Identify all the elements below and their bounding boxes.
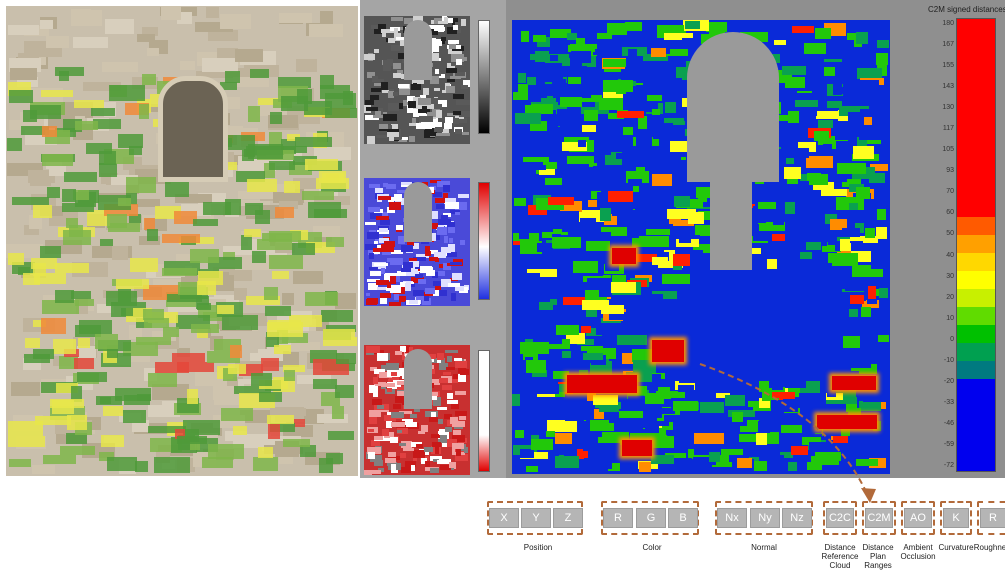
colorbar bbox=[956, 18, 996, 472]
grayscale-map bbox=[364, 16, 470, 144]
feature-r: R bbox=[980, 508, 1005, 528]
feature-b: B bbox=[668, 508, 698, 528]
feature-group-normal bbox=[715, 501, 813, 535]
small-maps-column bbox=[360, 0, 506, 478]
blue-red-colorbar bbox=[478, 182, 490, 300]
colorbar-tick-label: 30 bbox=[946, 272, 954, 280]
feature-group-label: Curvature bbox=[938, 543, 974, 552]
blue-red-map bbox=[364, 178, 470, 306]
colorbar-tick-label: -59 bbox=[943, 440, 954, 448]
c2m-distance-map bbox=[506, 0, 1005, 478]
colorbar-tick-label: 10 bbox=[946, 314, 954, 322]
colorbar-tick-label: -20 bbox=[943, 377, 954, 385]
feature-group-label: Normal bbox=[751, 543, 777, 552]
colorbar-tick-label: -46 bbox=[943, 419, 954, 427]
feature-nz: Nz bbox=[782, 508, 812, 528]
feature-c2c: C2C bbox=[826, 508, 854, 528]
feature-k: K bbox=[943, 508, 969, 528]
colorbar-tick-label: 70 bbox=[946, 188, 954, 196]
feature-group-ao bbox=[901, 501, 935, 535]
wall-photo-overlay bbox=[6, 6, 358, 476]
feature-group-label: Roughness bbox=[973, 543, 1005, 552]
colorbar-tick-label: -33 bbox=[943, 398, 954, 406]
colorbar-tick-label: 143 bbox=[942, 83, 954, 91]
feature-group-label: Position bbox=[523, 543, 553, 552]
colorbar-tick-label: 105 bbox=[942, 146, 954, 154]
feature-z: Z bbox=[553, 508, 583, 528]
feature-group-curvature bbox=[940, 501, 972, 535]
colorbar-title: C2M signed distances bbox=[928, 5, 1005, 14]
red-white-map bbox=[364, 345, 470, 475]
colorbar-tick-label: 0 bbox=[950, 335, 954, 343]
colorbar-tick-label: 180 bbox=[942, 20, 954, 27]
red-white-colorbar bbox=[478, 350, 490, 472]
feature-y: Y bbox=[521, 508, 551, 528]
colorbar-tick-label: 60 bbox=[946, 209, 954, 217]
colorbar-tick-label: 117 bbox=[942, 125, 954, 133]
colorbar-tick-label: 167 bbox=[942, 41, 954, 49]
feature-group-c2m bbox=[862, 501, 896, 535]
feature-ny: Ny bbox=[750, 508, 780, 528]
feature-c2m: C2M bbox=[865, 508, 893, 528]
feature-r: R bbox=[603, 508, 633, 528]
feature-group-label: Color bbox=[642, 543, 662, 552]
feature-ao: AO bbox=[904, 508, 932, 528]
feature-g: G bbox=[636, 508, 666, 528]
feature-x: X bbox=[489, 508, 519, 528]
colorbar-tick-label: 93 bbox=[946, 167, 954, 175]
feature-group-c2c bbox=[823, 501, 857, 535]
colorbar-tick-label: 50 bbox=[946, 230, 954, 238]
colorbar-tick-label: 20 bbox=[946, 293, 954, 301]
wall-heatmap bbox=[512, 20, 890, 474]
feature-group-label: Ambient Occlusion bbox=[900, 543, 936, 561]
feature-nx: Nx bbox=[717, 508, 747, 528]
colorbar-tick-label: 40 bbox=[946, 251, 954, 259]
grayscale-colorbar bbox=[478, 20, 490, 134]
colorbar-tick-label: 155 bbox=[942, 62, 954, 70]
feature-group-color bbox=[601, 501, 699, 535]
colorbar-tick-label: -10 bbox=[943, 356, 954, 364]
colorbar-tick-label: -72 bbox=[943, 462, 954, 469]
feature-group-roughness bbox=[977, 501, 1005, 535]
colorbar-tick-label: 130 bbox=[942, 104, 954, 112]
